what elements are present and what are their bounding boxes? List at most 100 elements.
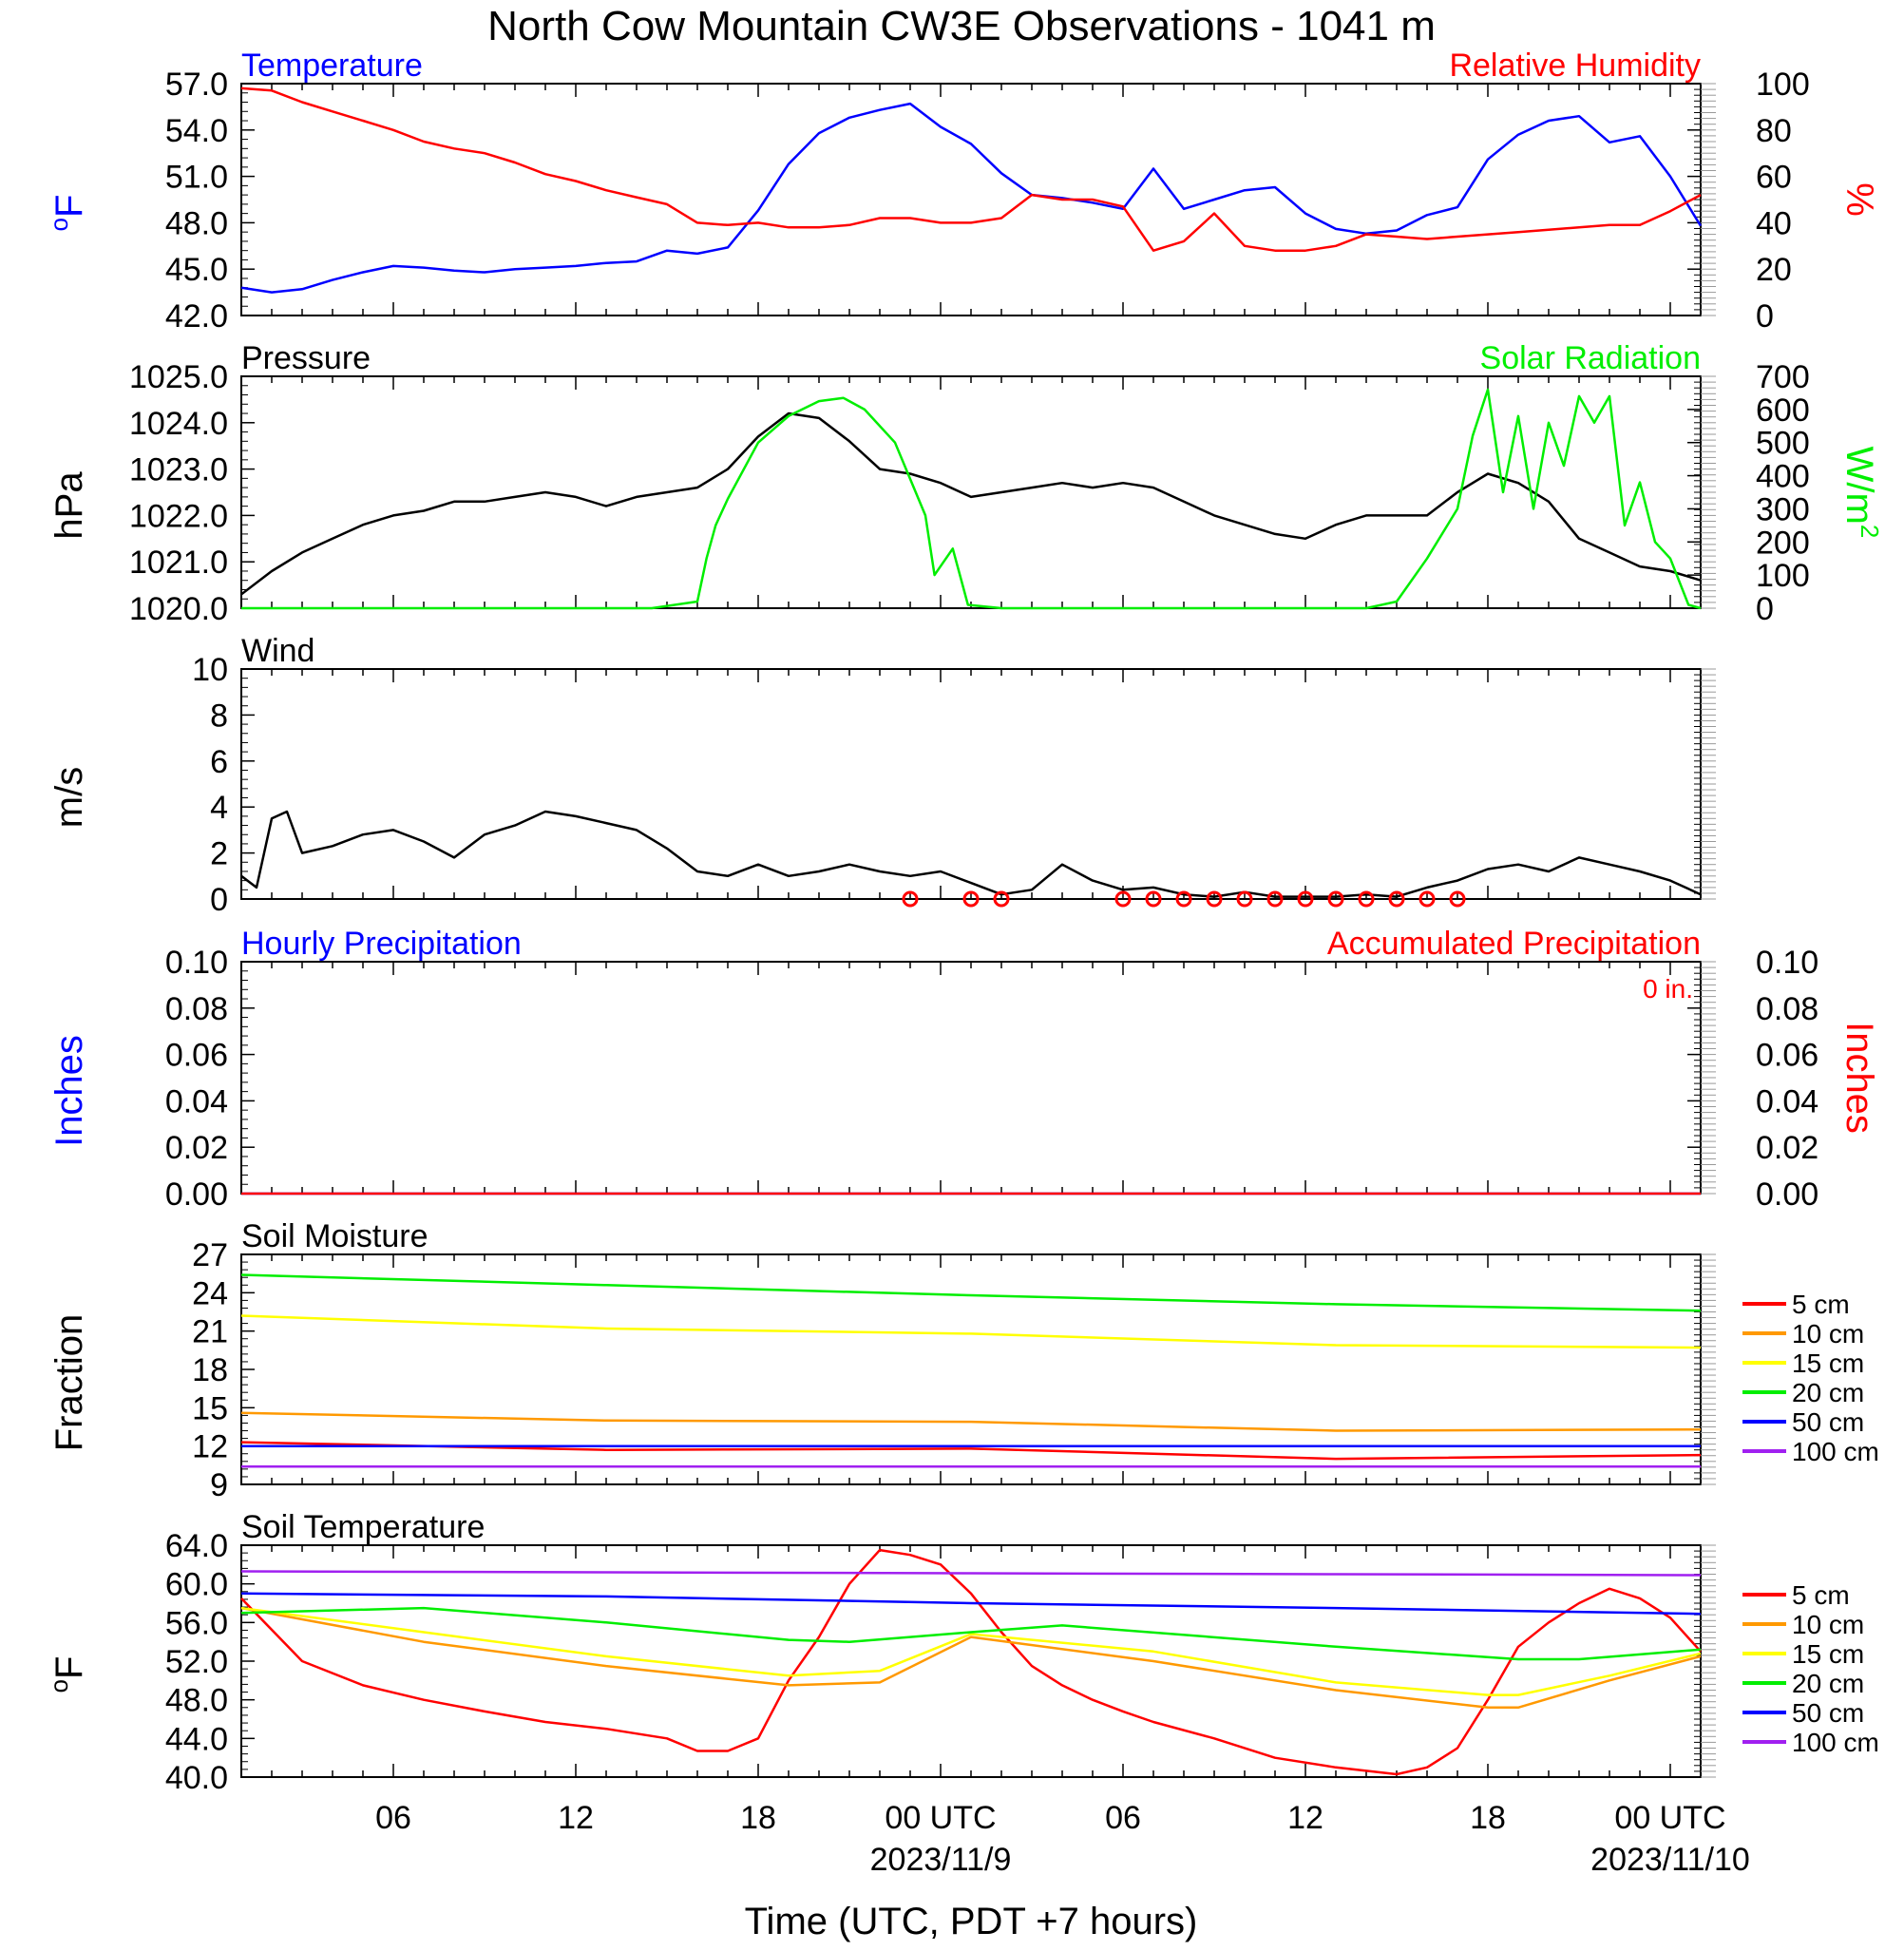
panel-pressure-solar: 1020.0 1021.0 1022.0 1023.0 1024.0 1025.0 0100… — [48, 340, 1884, 627]
y-tick-label-left: 6 — [210, 744, 228, 780]
y-tick-label-left: 60.0 — [165, 1567, 228, 1603]
y-tick-label-left: 54.0 — [165, 113, 228, 149]
plot-frame — [240, 1544, 1702, 1778]
y-tick-label-left: 12 — [192, 1429, 228, 1465]
panel-title-right: Relative Humidity — [1449, 48, 1701, 84]
y-tick-label-left: 18 — [192, 1352, 228, 1388]
y-tick-label-left: 1024.0 — [129, 406, 228, 442]
x-tick-label: 00 UTC — [885, 1800, 996, 1836]
y-tick-label-right: 0.00 — [1756, 1176, 1818, 1213]
y-axis-label-left: m/s — [48, 767, 90, 828]
calm-wind-marker — [1358, 890, 1375, 908]
calm-wind-marker — [902, 890, 919, 908]
y-tick-label-left: 24 — [192, 1275, 228, 1311]
plot-frame — [240, 961, 1702, 1195]
calm-wind-marker — [1449, 890, 1466, 908]
y-tick-label-right: 0.02 — [1756, 1130, 1818, 1166]
panel-wind: 0 2 4 6 8 10 Wind m/s — [48, 633, 1716, 918]
panel-soil-temperature: 40.044.048.052.056.060.064.0 Soil Tempera… — [45, 1509, 1879, 1796]
y-axis-label-right: % — [1838, 182, 1880, 217]
panels: 42.045.048.051.054.057.0020406080100Temp… — [45, 48, 1884, 1796]
y-tick-label-right: 700 — [1756, 359, 1810, 395]
y-tick-label-right: 100 — [1756, 558, 1810, 594]
y-tick-label-left: 0.02 — [165, 1130, 228, 1166]
chart-title: North Cow Mountain CW3E Observations - 1… — [487, 3, 1436, 49]
y-tick-label-left: 42.0 — [165, 298, 228, 335]
y-tick-label-left: 10 — [192, 652, 228, 688]
series-line-soil-moisture-20-cm — [240, 1273, 1702, 1312]
panel-title-left: Soil Moisture — [241, 1218, 428, 1254]
legend-label: 15 cm — [1792, 1348, 1864, 1378]
y-tick-label-left: 4 — [210, 790, 228, 826]
series-line-soil-moisture-5-cm — [240, 1441, 1702, 1461]
y-tick-label-left: 1021.0 — [129, 545, 228, 581]
calm-wind-marker — [1145, 890, 1162, 908]
x-tick-label: 18 — [740, 1800, 776, 1836]
y-tick-label-right: 60 — [1756, 160, 1792, 196]
y-tick-label-left: 44.0 — [165, 1721, 228, 1757]
y-axis-label-left: hPa — [48, 471, 90, 540]
y-tick-label-right: 0.10 — [1756, 945, 1818, 981]
calm-wind-marker — [1266, 890, 1284, 908]
y-tick-label-right: 200 — [1756, 525, 1810, 561]
y-axis-label-left-group: Inches — [48, 1035, 90, 1147]
y-tick-label-left: 40.0 — [165, 1760, 228, 1796]
y-axis-label-left-group: hPa — [48, 471, 90, 540]
plot-frame — [240, 1253, 1702, 1485]
y-tick-label-right: 80 — [1756, 113, 1792, 149]
y-tick-label-left: 0 — [210, 882, 228, 918]
x-tick-label: 12 — [1287, 1800, 1323, 1836]
series-line-temperature-humidity-temperature — [240, 102, 1703, 294]
y-tick-label-right: 300 — [1756, 491, 1810, 527]
x-date-label: 2023/11/10 — [1590, 1842, 1750, 1878]
y-tick-label-left: 0.06 — [165, 1038, 228, 1074]
series-line-soil-temperature-10-cm — [240, 1606, 1702, 1710]
legend-label: 20 cm — [1792, 1378, 1864, 1407]
y-tick-label-right: 20 — [1756, 252, 1792, 288]
time-axis: 06 12 18 00 UTC 2023/11/9 06 12 18 00 UTC 2023/11… — [375, 1800, 1750, 1878]
y-axis-label-right-group: % — [1838, 182, 1880, 217]
series-line-pressure-solar-pressure — [240, 411, 1702, 596]
panel-title-right: Solar Radiation — [1480, 340, 1701, 376]
y-tick-label-left: 52.0 — [165, 1644, 228, 1680]
x-tick-label: 06 — [1105, 1800, 1141, 1836]
y-tick-label-right: 600 — [1756, 392, 1810, 429]
panel-title-left: Pressure — [241, 340, 371, 376]
calm-wind-marker — [1114, 890, 1132, 908]
y-tick-label-left: 27 — [192, 1237, 228, 1273]
y-axis-label-right-group: W/m2 — [1838, 447, 1884, 539]
series-line-pressure-solar-solar-radiation — [241, 388, 1702, 610]
series-line-wind-wind — [240, 810, 1702, 898]
panel-title-left: Temperature — [241, 48, 423, 84]
series-line-soil-temperature-15-cm — [240, 1606, 1702, 1696]
calm-wind-marker — [1175, 890, 1192, 908]
y-axis-label-left-group: oF — [45, 1656, 90, 1693]
y-tick-label-right: 0.06 — [1756, 1038, 1818, 1074]
panel-title-right: Accumulated Precipitation — [1327, 926, 1701, 962]
x-tick-label: 06 — [375, 1800, 411, 1836]
panel-title-left: Hourly Precipitation — [241, 926, 522, 962]
y-tick-label-right: 40 — [1756, 205, 1792, 241]
y-tick-label-left: 0.00 — [165, 1176, 228, 1213]
y-tick-label-left: 51.0 — [165, 160, 228, 196]
panel-title-left: Wind — [241, 633, 314, 669]
y-tick-label-left: 0.08 — [165, 991, 228, 1027]
calm-wind-marker — [1388, 890, 1405, 908]
legend-label: 20 cm — [1792, 1669, 1864, 1698]
x-tick-label: 00 UTC — [1614, 1800, 1725, 1836]
y-tick-label-right: 500 — [1756, 426, 1810, 462]
y-tick-label-right: 0 — [1756, 298, 1774, 335]
x-tick-label: 18 — [1470, 1800, 1506, 1836]
legend-label: 50 cm — [1792, 1407, 1864, 1437]
legend-label: 100 cm — [1792, 1437, 1879, 1466]
x-tick-label: 12 — [558, 1800, 594, 1836]
y-axis-label-left: oF — [45, 1656, 90, 1693]
legend-label: 10 cm — [1792, 1610, 1864, 1639]
x-axis-label: Time (UTC, PDT +7 hours) — [745, 1901, 1198, 1942]
calm-wind-marker — [1418, 890, 1436, 908]
y-axis-label-left: oF — [45, 195, 90, 232]
panel-title-left: Soil Temperature — [241, 1509, 485, 1545]
calm-wind-marker — [1206, 890, 1223, 908]
calm-wind-marker — [1236, 890, 1253, 908]
legend-label: 100 cm — [1792, 1728, 1879, 1757]
